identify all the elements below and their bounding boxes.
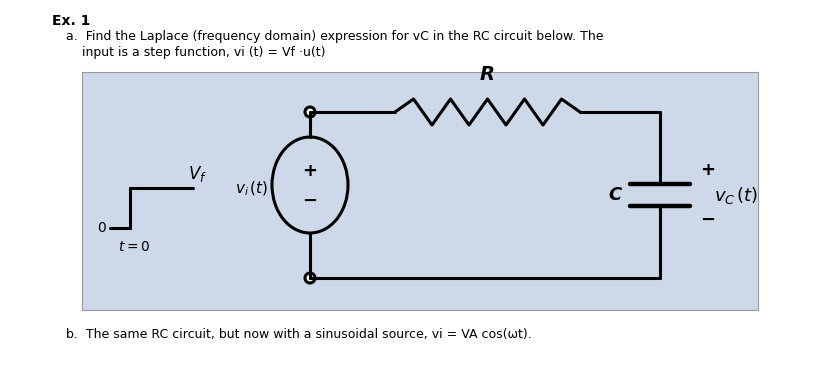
Circle shape (304, 273, 314, 283)
Circle shape (304, 107, 314, 117)
Text: $t=0$: $t=0$ (118, 240, 151, 254)
Text: −: − (302, 192, 318, 210)
Text: Ex. 1: Ex. 1 (52, 14, 90, 28)
Text: +: + (302, 162, 317, 180)
Text: $v_C\,(t)$: $v_C\,(t)$ (713, 184, 758, 205)
Text: a.  Find the Laplace (frequency domain) expression for vC in the RC circuit belo: a. Find the Laplace (frequency domain) e… (66, 30, 603, 43)
Text: −: − (700, 211, 715, 229)
Text: R: R (480, 65, 495, 84)
Bar (82, 72, 757, 310)
Text: b.  The same RC circuit, but now with a sinusoidal source, vi = VA cos(ωt).: b. The same RC circuit, but now with a s… (66, 328, 531, 341)
Text: C: C (608, 186, 621, 204)
Text: $v_i\,(t)$: $v_i\,(t)$ (234, 180, 268, 198)
Text: +: + (700, 161, 715, 179)
Text: $V_f$: $V_f$ (188, 164, 207, 184)
Text: input is a step function, vi (t) = Vf ·u(t): input is a step function, vi (t) = Vf ·u… (82, 46, 325, 59)
Text: 0: 0 (97, 221, 106, 235)
